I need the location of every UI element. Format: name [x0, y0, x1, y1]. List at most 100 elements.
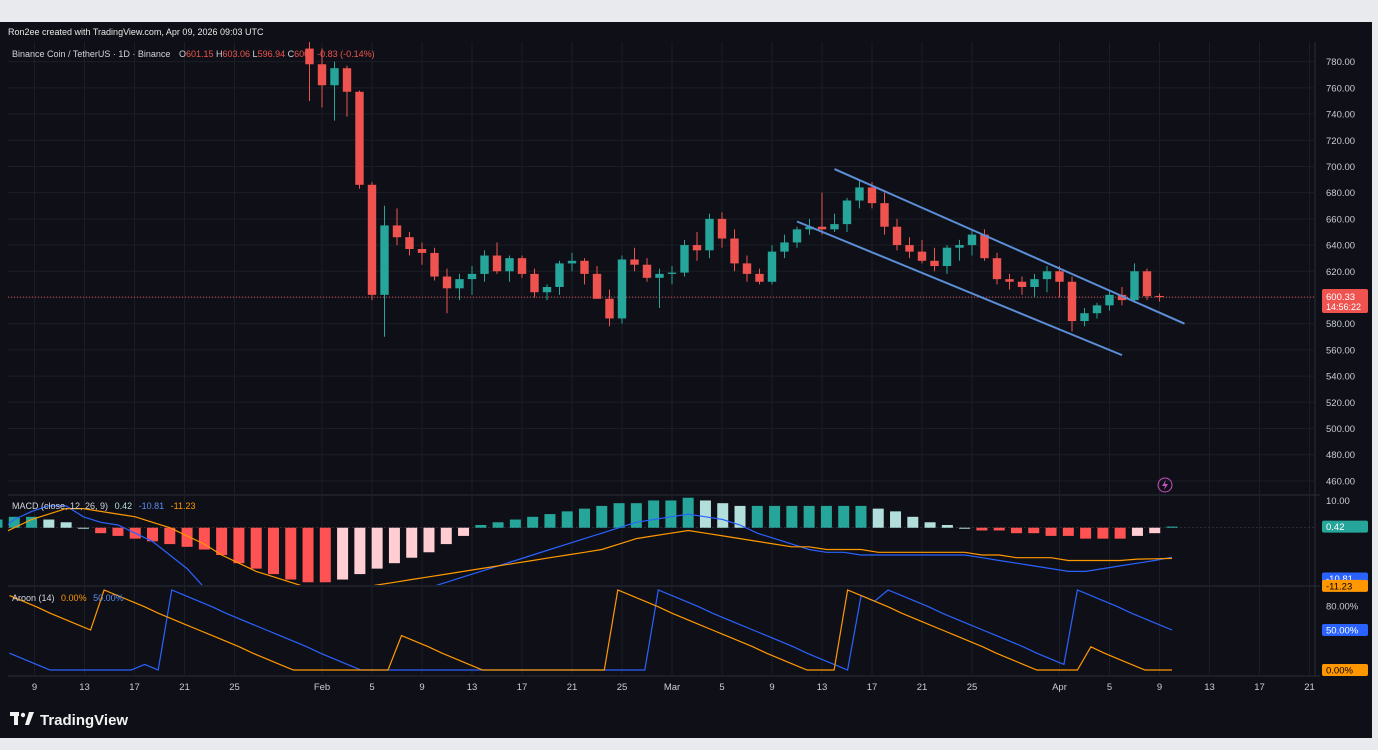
channel-lines[interactable] [796, 168, 1185, 357]
candle-body [967, 234, 977, 246]
macd-histogram-bar [1149, 527, 1161, 534]
candle-body [592, 273, 602, 299]
time-tick-label: 21 [917, 682, 928, 693]
macd-histogram-bar [872, 508, 884, 528]
time-tick-label: 17 [867, 682, 878, 693]
tradingview-logo-icon [10, 712, 34, 729]
macd-signal-tag-bg [1322, 579, 1368, 592]
macd-histogram-bar [267, 527, 279, 575]
macd-histogram-bar [43, 519, 55, 528]
macd-histogram-bar [648, 500, 660, 528]
macd-histogram-bar [388, 527, 400, 564]
macd-histogram-bar [838, 505, 850, 528]
price-tick-label: 700.00 [1326, 162, 1355, 173]
aroon-down-tag: 0.00% [1326, 666, 1353, 677]
macd-signal-tag: -11.23 [1326, 581, 1352, 592]
aroon-down-value: 0.00% [61, 593, 87, 603]
attribution: Ron2ee created with TradingView.com, Apr… [8, 27, 264, 37]
candle-body [1005, 279, 1014, 282]
aroon-name: Aroon (14) [12, 593, 55, 603]
candle-body [417, 249, 427, 253]
tradingview-footer[interactable]: TradingView [10, 712, 128, 729]
macd-histogram-bar [112, 527, 124, 536]
macd-histogram-bar [786, 505, 798, 528]
candle-body [567, 260, 577, 264]
channel-lower-line [796, 220, 1123, 357]
macd-line [8, 505, 1173, 585]
candle-body [492, 255, 502, 272]
macd-histogram-bar [233, 527, 245, 564]
macd-histogram-bar [475, 525, 487, 528]
macd-histogram-bar [406, 527, 418, 558]
price-tick-label: 640.00 [1326, 241, 1355, 252]
candles-layer [305, 42, 1164, 337]
price-tick-label: 780.00 [1326, 57, 1355, 68]
macd-histogram-bar [8, 516, 20, 528]
open-value: 601.15 [185, 49, 214, 59]
chart-frame: 780.00 760.00 740.00 720.00 700.00 680.00 660.… [0, 22, 1372, 738]
candle-body [630, 259, 639, 265]
candle-body [430, 252, 439, 277]
candle-body [917, 251, 927, 261]
macd-signal-value: -11.23 [170, 501, 196, 511]
candle-body [667, 272, 677, 274]
macd-histogram-bar [1166, 526, 1178, 528]
candle-body [1117, 294, 1127, 301]
time-tick-label: 21 [567, 682, 578, 693]
candle-body [830, 224, 839, 230]
macd-legend: MACD (close, 12, 26, 9) 0.42 -10.81 -11.… [12, 501, 196, 511]
macd-histogram-bar [250, 527, 262, 569]
candle-body [942, 247, 952, 267]
time-tick-label: 9 [769, 682, 774, 693]
candle-body [442, 276, 452, 289]
aroon-up-tag-bg [1322, 624, 1368, 636]
candle-body [930, 260, 939, 267]
open-label: O [178, 49, 186, 59]
macd-histogram-bar [941, 525, 953, 528]
close-value: 600. [294, 49, 312, 59]
price-axis[interactable]: 780.00 760.00 740.00 720.00 700.00 680.00 660.… [1326, 57, 1359, 612]
price-tick-label: 560.00 [1326, 345, 1355, 356]
aroon-legend: Aroon (14) 0.00% 50.00% [12, 593, 124, 603]
price-tick-label: 760.00 [1326, 83, 1355, 94]
candle-body [680, 245, 689, 273]
macd-histogram-bar [596, 505, 608, 528]
candle-body [992, 258, 1002, 280]
time-tick-label: 13 [79, 682, 90, 693]
macd-histogram-bar [751, 505, 763, 528]
macd-histogram-bar [1010, 527, 1022, 534]
time-tick-label: 9 [32, 682, 37, 693]
macd-lines [8, 505, 1173, 585]
macd-histogram-bar [354, 527, 366, 575]
last-price-value: 600.33 [1326, 292, 1355, 303]
macd-histogram-bar [337, 527, 349, 580]
macd-histogram-bar [976, 527, 988, 531]
macd-histogram-bar [890, 511, 902, 528]
lightning-icon-bolt [1162, 480, 1168, 490]
candle-body [355, 91, 364, 185]
candle-body [855, 187, 864, 201]
time-axis[interactable]: 9 13 17 21 25 Feb 5 9 13 17 21 25 Mar 5 9 13 17 21 25 Apr 5 9… [32, 682, 1315, 693]
candle-body [1030, 279, 1039, 287]
time-tick-label: 5 [719, 682, 724, 693]
macd-histogram-bar [1114, 527, 1126, 539]
chart-svg[interactable]: 780.00 760.00 740.00 720.00 700.00 680.00 660.… [0, 22, 1372, 738]
aroon-tick-label: 80.00% [1326, 602, 1359, 613]
time-tick-label: Mar [664, 682, 680, 693]
macd-histogram-bar [319, 527, 331, 583]
time-tick-label: 21 [1304, 682, 1315, 693]
candle-body [455, 279, 464, 289]
price-tick-label: 540.00 [1326, 372, 1355, 383]
macd-histogram-bar [993, 527, 1005, 531]
candle-body [530, 273, 539, 293]
macd-histogram-bar [820, 505, 832, 528]
macd-histogram-bar [717, 503, 729, 528]
channel-upper-line [834, 168, 1185, 325]
candle-body [717, 218, 727, 239]
candle-body [330, 68, 339, 86]
aroon-down-tag-bg [1322, 664, 1368, 676]
macd-histogram-bar [665, 500, 677, 528]
high-value: 603.06 [222, 49, 251, 59]
low-value: 596.94 [257, 49, 286, 59]
lightning-icon-circle [1157, 477, 1173, 493]
